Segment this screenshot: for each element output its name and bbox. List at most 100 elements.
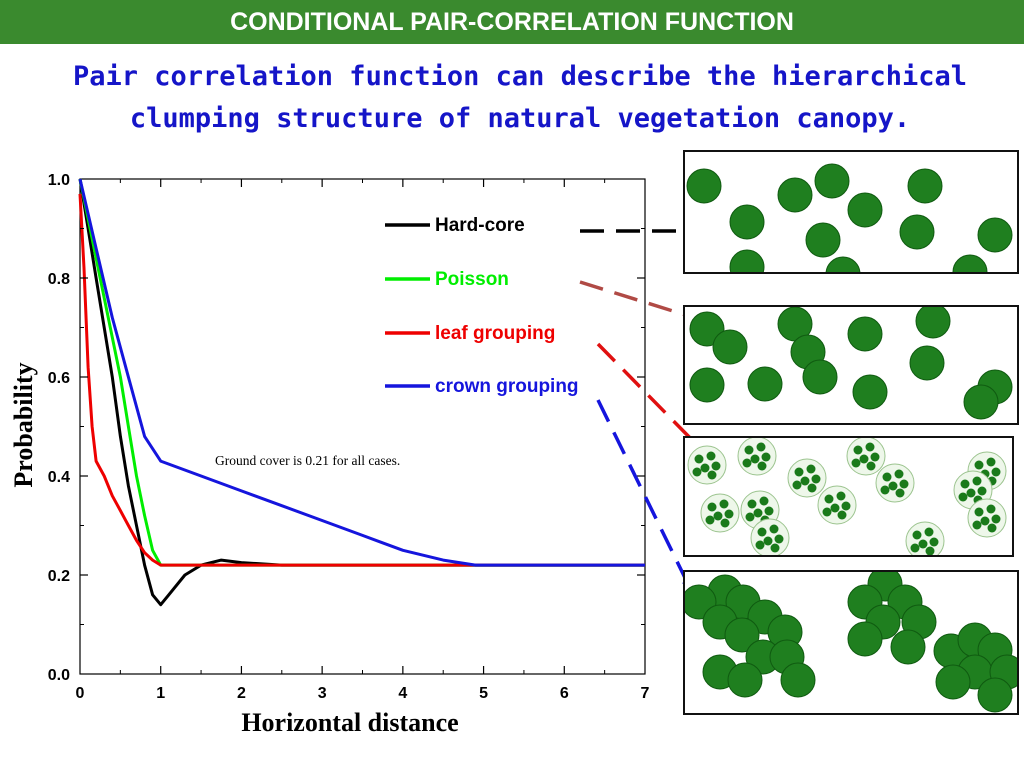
leaf-dot [745,512,755,522]
leaf-dot [720,518,730,528]
leaf-dot [895,488,905,498]
leaf-dot [757,527,767,537]
x-tick-label: 7 [641,685,650,702]
series-line-leaf-grouping [78,193,645,567]
leaf-dot [724,509,734,519]
legend-label-poisson: Poisson [435,269,509,290]
y-tick-label: 0.8 [48,271,70,288]
leaf-dot [764,506,774,516]
leaf-dot [756,442,766,452]
leaf-dot [830,503,840,513]
canopy-crown [963,384,999,420]
leaf-dot [974,507,984,517]
canopy-crown [825,256,861,292]
leaf-dot [792,480,802,490]
leaf-dot [841,501,851,511]
leaf-dot [711,461,721,471]
arrow-poisson [579,280,694,320]
panel-hard-core [683,150,1019,292]
arrow-leaf-grouping [596,342,699,447]
leaf-dot [866,461,876,471]
x-tick-label: 1 [156,685,165,702]
leaf-dot [747,499,757,509]
leaf-dot [806,464,816,474]
title-banner: CONDITIONAL PAIR-CORRELATION FUNCTION [0,0,1024,44]
leaf-dot [774,534,784,544]
canopy-crown [780,662,816,698]
canopy-crown [847,192,883,228]
leaf-dot [750,454,760,464]
canopy-crown [686,168,722,204]
series-layer [78,178,645,607]
leaf-dot [925,546,935,556]
crown-grouping-canopy-drawing [681,566,1024,713]
panel-crown-grouping [681,566,1024,715]
leaf-dot [958,492,968,502]
leaf-dot [910,543,920,553]
leaf-dot [977,486,987,496]
leaf-dot [707,470,717,480]
leaf-dot [705,515,715,525]
canopy-crown [814,163,850,199]
canopy-crown [915,303,951,339]
leaf-dot [692,467,702,477]
leaf-dot [974,460,984,470]
leaf-dot [770,543,780,553]
leaf-dot [870,452,880,462]
leaf-dot [769,524,779,534]
y-tick-label: 1.0 [48,172,70,189]
canopy-crown [747,366,783,402]
canopy-crown [899,214,935,250]
legend-label-crown-grouping: crown grouping [435,376,579,397]
canopy-crown [909,345,945,381]
leaf-dot [706,451,716,461]
leaf-dot [755,540,765,550]
y-tick-label: 0.4 [48,469,70,486]
leaf-dot [822,507,832,517]
canopy-crown [727,662,763,698]
leaf-dot [707,502,717,512]
leaf-dot [853,445,863,455]
leaf-dot [794,467,804,477]
leaf-dot [763,536,773,546]
x-tick-label: 4 [398,685,407,702]
subtitle-line-2: clumping structure of natural vegetation… [129,103,911,134]
legend-label-hard-core: Hard-core [435,215,525,236]
leaf-dot [851,458,861,468]
canopy-crown [907,168,943,204]
leaf-dot [960,479,970,489]
canopy-crown [805,222,841,258]
series-line-poisson [78,178,645,567]
leaf-dot [924,527,934,537]
leaf-dot [986,504,996,514]
canopy-crown [712,329,748,365]
x-axis-label: Horizontal distance [241,708,458,737]
leaf-dot [761,452,771,462]
leaf-dot [972,520,982,530]
leaf-dot [966,488,976,498]
leaf-dot [744,445,754,455]
series-line-crown-grouping [78,178,645,567]
x-tick-label: 0 [76,685,85,702]
canopy-crown [852,374,888,410]
subtitle-line-1: Pair correlation function can describe t… [72,61,968,92]
leaf-dot [800,476,810,486]
x-tick-label: 6 [560,685,569,702]
panel-poisson [683,303,1019,425]
canopy-crown [724,617,760,653]
leaf-dot [888,481,898,491]
leaf-dot [742,458,752,468]
poisson-canopy-drawing [689,303,1013,420]
arrow-crown-grouping [596,399,692,590]
leaf-dot [700,463,710,473]
leaf-dot [719,499,729,509]
hard-core-canopy-drawing [686,163,1013,292]
leaf-dot [882,472,892,482]
leaf-dot [713,511,723,521]
leaf-dot [918,539,928,549]
y-tick-label: 0.6 [48,370,70,387]
leaf-grouping-canopy-drawing [687,436,1007,561]
leaf-dot [987,523,997,533]
leaf-dot [807,483,817,493]
leaf-dot [912,530,922,540]
